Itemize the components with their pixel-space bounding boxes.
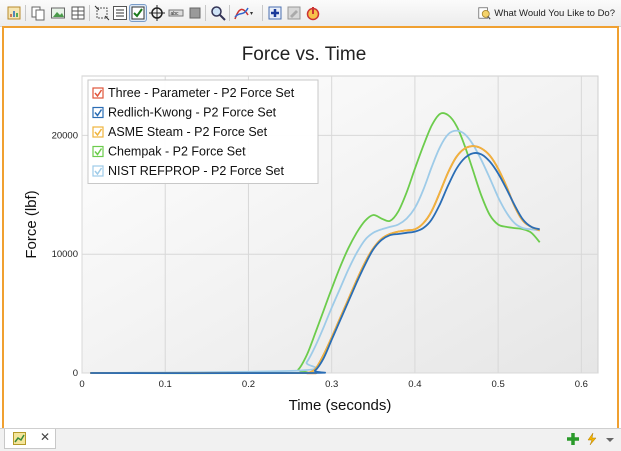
graph-tab[interactable]: ✕ <box>4 429 56 449</box>
y-tick-label: 10000 <box>52 249 78 260</box>
legend-entry: Redlich-Kwong - P2 Force Set <box>108 106 277 120</box>
crosshair-icon[interactable] <box>149 5 165 21</box>
stop-icon[interactable] <box>187 5 203 21</box>
legend-checkbox[interactable] <box>92 106 104 119</box>
abc-icon[interactable]: abc <box>168 5 184 21</box>
y-tick-label: 0 <box>73 368 78 379</box>
checkbox-icon[interactable] <box>129 4 147 22</box>
power-icon[interactable] <box>305 5 321 21</box>
legend-entry: Three - Parameter - P2 Force Set <box>108 86 295 100</box>
x-axis-label: Time (seconds) <box>289 397 392 414</box>
legend-checkbox[interactable] <box>92 126 104 138</box>
help-label: What Would You Like to Do? <box>494 7 615 19</box>
curve-icon[interactable] <box>234 5 256 21</box>
series-line-3[interactable] <box>90 112 541 375</box>
x-tick-label: 0.1 <box>159 379 172 390</box>
legend-check-mark <box>94 89 103 98</box>
help-icon <box>478 7 491 20</box>
legend-check-mark <box>94 109 103 117</box>
picture-icon[interactable] <box>50 5 66 21</box>
report-icon[interactable] <box>6 5 22 21</box>
legend-entry: ASME Steam - P2 Force Set <box>108 125 268 139</box>
x-tick-label: 0.6 <box>575 379 588 390</box>
series-line-1[interactable] <box>90 152 540 375</box>
series-group <box>90 112 541 375</box>
lightning-icon[interactable] <box>585 432 599 446</box>
legend-box <box>87 79 319 184</box>
magnify-icon[interactable] <box>210 5 226 21</box>
legend-check-mark <box>94 128 103 137</box>
x-tick-label: 0.3 <box>325 379 338 390</box>
zoom-fit-icon[interactable] <box>94 5 110 21</box>
series-line-2[interactable] <box>90 145 541 375</box>
legend: Three - Parameter - P2 Force Set Redlich-… <box>87 79 319 184</box>
x-tick-label: 0 <box>79 379 84 390</box>
help-search[interactable]: What Would You Like to Do? <box>477 4 615 22</box>
add-icon[interactable] <box>267 5 283 21</box>
toolbar: abc What Would You Like to Do? <box>0 0 621 27</box>
series-line-4[interactable] <box>90 129 540 374</box>
graph-tab-icon <box>13 432 26 445</box>
graph-frame: Force vs. Time 0 0.1 0.2 0.3 0.4 0.5 0.6 0 10000… <box>2 26 619 430</box>
y-axis-label: Force (lbf) <box>23 190 40 258</box>
chart-title: Force vs. Time <box>242 44 367 65</box>
status-bar: ✕ <box>0 428 621 451</box>
legend-check-mark <box>94 167 103 176</box>
dropdown-arrow-icon[interactable] <box>603 432 617 446</box>
tab-close-button[interactable]: ✕ <box>40 430 51 444</box>
legend-checkbox[interactable] <box>92 165 104 177</box>
x-tick-label: 0.2 <box>242 379 255 390</box>
x-tick-label: 0.5 <box>492 379 505 390</box>
legend-icon[interactable] <box>112 5 128 21</box>
legend-checkbox[interactable] <box>92 87 104 99</box>
add-icon[interactable] <box>566 432 580 446</box>
y-tick-label: 20000 <box>52 130 78 141</box>
legend-entry: Chempak - P2 Force Set <box>108 145 246 159</box>
axes: 0 0.1 0.2 0.3 0.4 0.5 0.6 0 10000 20000 <box>52 130 588 390</box>
eraser-icon[interactable] <box>286 5 302 21</box>
copy-icon[interactable] <box>30 5 46 21</box>
x-tick-label: 0.4 <box>408 379 421 390</box>
legend-checkbox[interactable] <box>92 145 104 158</box>
table-icon[interactable] <box>70 5 86 21</box>
legend-check-mark <box>94 148 103 156</box>
legend-entry: NIST REFPROP - P2 Force Set <box>108 164 285 178</box>
svg-text:abc: abc <box>171 11 180 17</box>
force-time-chart[interactable]: Force vs. Time 0 0.1 0.2 0.3 0.4 0.5 0.6 0 10000… <box>4 28 617 428</box>
